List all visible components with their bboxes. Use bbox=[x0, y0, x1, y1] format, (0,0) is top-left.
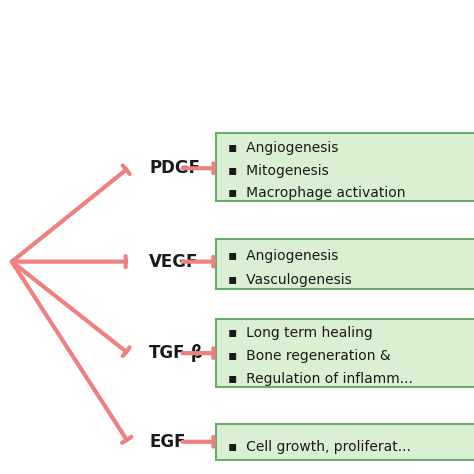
FancyBboxPatch shape bbox=[216, 239, 474, 289]
Text: ▪  Vasculogenesis: ▪ Vasculogenesis bbox=[228, 273, 351, 287]
FancyBboxPatch shape bbox=[216, 133, 474, 201]
Text: ▪  Regulation of inflamm...: ▪ Regulation of inflamm... bbox=[228, 372, 412, 386]
Text: EGF: EGF bbox=[149, 433, 186, 451]
Text: ▪  Macrophage activation: ▪ Macrophage activation bbox=[228, 186, 405, 201]
Text: ▪  Angiogenesis: ▪ Angiogenesis bbox=[228, 248, 338, 263]
Text: TGF-β: TGF-β bbox=[149, 344, 204, 362]
Text: ▪  Bone regeneration &: ▪ Bone regeneration & bbox=[228, 349, 390, 364]
Text: ▪  Cell growth, proliferat...: ▪ Cell growth, proliferat... bbox=[228, 440, 410, 455]
FancyBboxPatch shape bbox=[216, 424, 474, 460]
Text: ▪  Mitogenesis: ▪ Mitogenesis bbox=[228, 164, 328, 178]
FancyBboxPatch shape bbox=[216, 319, 474, 387]
Text: VEGF: VEGF bbox=[149, 253, 199, 271]
Text: ▪  Long term healing: ▪ Long term healing bbox=[228, 327, 372, 340]
Text: ▪  Angiogenesis: ▪ Angiogenesis bbox=[228, 141, 338, 155]
Text: PDGF: PDGF bbox=[149, 159, 201, 177]
